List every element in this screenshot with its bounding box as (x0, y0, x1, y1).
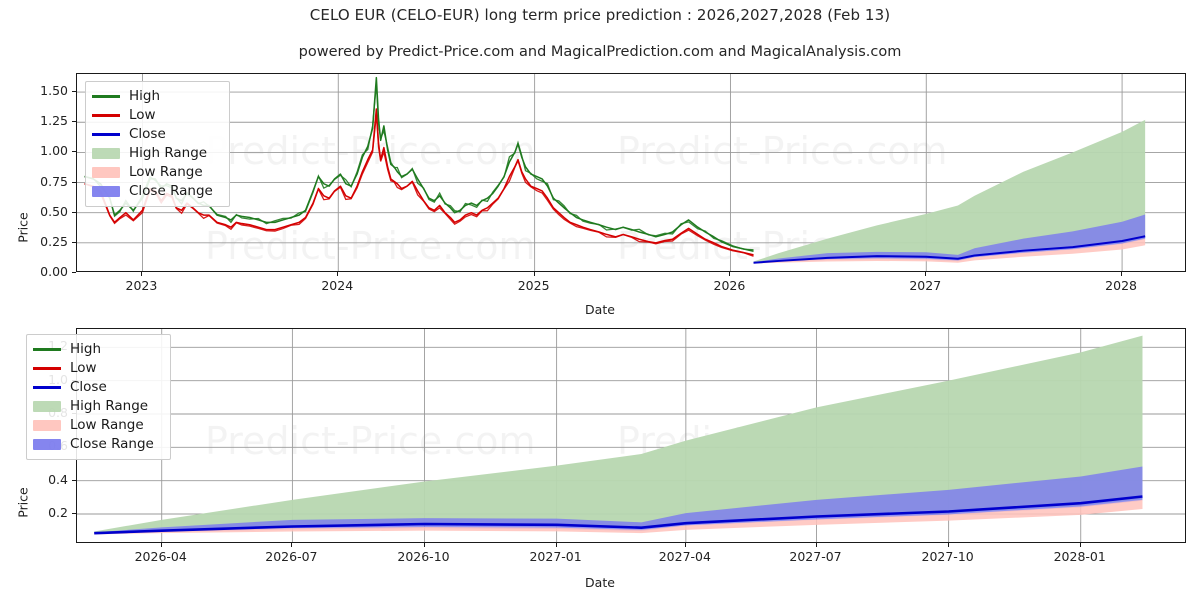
y-tick-mark (72, 272, 76, 273)
y-tick-label: 0.50 (40, 203, 68, 219)
legend-item-high-range[interactable]: High Range (33, 397, 162, 416)
legend-item-close-range[interactable]: Close Range (92, 182, 221, 201)
legend-swatch-low-range (33, 420, 61, 431)
legend-item-close-range[interactable]: Close Range (33, 435, 162, 454)
legend-swatch-close (92, 133, 120, 136)
overview-panel: Price Date 0.00 0.25 0.50 0.75 1.00 1.25 1.50 … (0, 62, 1200, 320)
x-tick-mark (555, 543, 557, 547)
x-tick-label: 2027-04 (658, 549, 711, 564)
legend-label: Low Range (70, 417, 144, 433)
legend-swatch-close-range (33, 439, 61, 450)
legend-label: Close (129, 126, 166, 142)
y-tick-mark (72, 479, 76, 481)
legend-swatch-high (33, 348, 61, 351)
x-tick-mark (337, 272, 339, 276)
y-tick-mark (72, 91, 76, 93)
legend-item-high[interactable]: High (33, 340, 162, 359)
legend-item-close[interactable]: Close (33, 378, 162, 397)
legend-label: High Range (129, 145, 208, 161)
x-tick-mark (291, 543, 293, 547)
y-tick-label: 0.75 (40, 173, 68, 189)
y-tick-mark (72, 241, 76, 243)
detail-plot-area: Predict-Price.com Predict-Price.com (76, 328, 1186, 543)
legend-swatch-low (33, 367, 61, 370)
detail-x-axis-label: Date (585, 575, 615, 590)
y-tick-label: 0.2 (48, 505, 68, 520)
x-tick-label: 2026 (713, 278, 746, 293)
x-tick-label: 2026-04 (134, 549, 187, 564)
x-tick-mark (1079, 543, 1081, 547)
legend-item-low-range[interactable]: Low Range (33, 416, 162, 435)
legend-swatch-close (33, 386, 61, 389)
x-tick-mark (729, 272, 731, 276)
y-tick-label: 1.00 (40, 143, 68, 159)
legend-swatch-high (92, 95, 120, 98)
overview-x-axis-label: Date (585, 302, 615, 317)
legend-label: Close (70, 379, 107, 395)
legend-label: Low Range (129, 164, 203, 180)
x-tick-label: 2026-07 (265, 549, 318, 564)
legend-item-low-range[interactable]: Low Range (92, 163, 221, 182)
x-tick-label: 2026-10 (397, 549, 450, 564)
overview-legend: High Low Close High Range Low Range Close Ran… (85, 81, 230, 207)
forecast-detail-panel: Price Date 0.20.40.60.81.01.2 2026-04202… (0, 320, 1200, 600)
y-tick-label: 1.50 (40, 83, 68, 99)
x-tick-mark (925, 272, 927, 276)
legend-item-high[interactable]: High (92, 87, 221, 106)
legend-label: Low (70, 360, 97, 376)
x-tick-label: 2027-10 (921, 549, 974, 564)
y-tick-mark (72, 211, 76, 213)
legend-swatch-high-range (92, 148, 120, 159)
legend-item-close[interactable]: Close (92, 125, 221, 144)
legend-swatch-low (92, 114, 120, 117)
legend-swatch-high-range (33, 401, 61, 412)
legend-label: High (129, 88, 161, 104)
x-tick-mark (141, 272, 143, 276)
x-tick-label: 2024 (321, 278, 354, 293)
x-tick-label: 2028-01 (1053, 549, 1106, 564)
x-tick-mark (684, 543, 686, 547)
x-tick-label: 2027-01 (529, 549, 582, 564)
legend-label: Low (129, 107, 156, 123)
legend-item-high-range[interactable]: High Range (92, 144, 221, 163)
page-title: CELO EUR (CELO-EUR) long term price pred… (309, 6, 891, 24)
legend-label: Close Range (129, 183, 213, 199)
detail-legend: High Low Close High Range Low Range Close Ran… (26, 334, 171, 460)
legend-label: Close Range (70, 436, 154, 452)
legend-swatch-low-range (92, 167, 120, 178)
x-tick-label: 2025 (517, 278, 550, 293)
legend-item-low[interactable]: Low (33, 359, 162, 378)
x-tick-label: 2028 (1105, 278, 1137, 293)
legend-label: High (70, 341, 102, 357)
x-tick-mark (947, 543, 949, 547)
x-tick-mark (1121, 272, 1123, 276)
y-tick-label: 0.25 (40, 233, 68, 249)
x-tick-mark (815, 543, 817, 547)
x-tick-mark (160, 543, 162, 547)
y-tick-label: 1.25 (40, 113, 68, 129)
legend-swatch-close-range (92, 186, 120, 197)
x-tick-label: 2027-07 (789, 549, 842, 564)
legend-label: High Range (70, 398, 149, 414)
y-tick-label: 0.4 (48, 471, 68, 487)
legend-item-low[interactable]: Low (92, 106, 221, 125)
y-tick-mark (72, 513, 76, 514)
x-tick-label: 2023 (125, 278, 158, 293)
x-tick-mark (423, 543, 425, 547)
y-tick-mark (72, 121, 76, 123)
y-tick-mark (72, 181, 76, 183)
overview-plot-area: Predict-Price.com Predict-Price.com Pred… (76, 73, 1186, 272)
x-tick-label: 2027 (909, 278, 942, 293)
x-tick-mark (533, 272, 535, 276)
y-tick-label: 0.00 (40, 264, 68, 279)
page-subtitle: powered by Predict-Price.com and Magical… (298, 44, 902, 60)
y-tick-mark (72, 151, 76, 153)
